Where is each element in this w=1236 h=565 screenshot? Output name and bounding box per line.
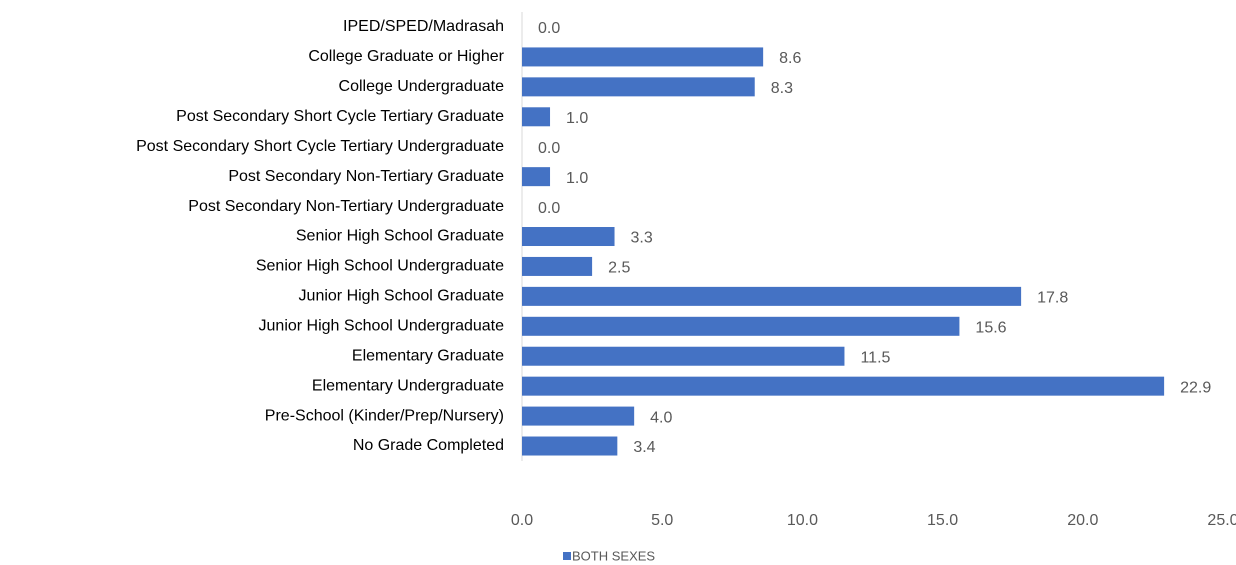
y-tick-label: Pre-School (Kinder/Prep/Nursery)	[265, 407, 504, 424]
value-label: 0.0	[538, 140, 560, 157]
bar	[522, 436, 618, 456]
y-tick-label: Senior High School Undergraduate	[256, 258, 504, 275]
y-tick-label: Senior High School Graduate	[296, 228, 504, 245]
value-label: 15.6	[975, 320, 1006, 337]
y-tick-label: Post Secondary Non-Tertiary Graduate	[228, 168, 504, 185]
y-tick-label: College Graduate or Higher	[308, 48, 504, 65]
y-tick-label: Junior High School Undergraduate	[259, 318, 505, 335]
x-tick-label: 5.0	[651, 512, 673, 529]
y-tick-label: Post Secondary Non-Tertiary Undergraduat…	[188, 198, 504, 215]
y-tick-label: Post Secondary Short Cycle Tertiary Grad…	[176, 108, 504, 125]
bar	[522, 107, 551, 127]
bar	[522, 376, 1165, 396]
y-tick-label: Post Secondary Short Cycle Tertiary Unde…	[136, 138, 504, 155]
legend-label: BOTH SEXES	[572, 548, 655, 563]
bar	[522, 406, 635, 426]
value-label: 4.0	[650, 409, 672, 426]
x-tick-label: 10.0	[787, 512, 818, 529]
x-tick-label: 20.0	[1067, 512, 1098, 529]
bar	[522, 286, 1022, 306]
bar	[522, 256, 593, 276]
value-label: 1.0	[566, 110, 588, 127]
value-label: 22.9	[1180, 379, 1211, 396]
value-label: 1.0	[566, 170, 588, 187]
value-label: 3.3	[631, 230, 653, 247]
value-label: 8.6	[779, 50, 801, 67]
y-tick-label: Elementary Graduate	[352, 347, 504, 364]
bar	[522, 47, 764, 67]
value-label: 2.5	[608, 260, 630, 277]
x-tick-label: 0.0	[511, 512, 533, 529]
y-tick-label: Junior High School Graduate	[299, 288, 505, 305]
value-label: 8.3	[771, 80, 793, 97]
bar	[522, 167, 551, 187]
value-label: 0.0	[538, 20, 560, 37]
legend-swatch	[563, 552, 571, 560]
bar	[522, 77, 755, 97]
x-tick-label: 25.0	[1207, 512, 1236, 529]
bar	[522, 227, 615, 247]
value-label: 3.4	[633, 439, 655, 456]
value-label: 11.5	[860, 349, 890, 366]
x-tick-label: 15.0	[927, 512, 958, 529]
y-tick-label: Elementary Undergraduate	[312, 377, 504, 394]
y-tick-label: College Undergraduate	[339, 78, 505, 95]
value-label: 17.8	[1037, 290, 1068, 307]
value-label: 0.0	[538, 200, 560, 217]
bar	[522, 316, 960, 336]
bar	[522, 346, 845, 366]
y-tick-label: No Grade Completed	[353, 437, 504, 454]
y-tick-label: IPED/SPED/Madrasah	[343, 18, 504, 35]
